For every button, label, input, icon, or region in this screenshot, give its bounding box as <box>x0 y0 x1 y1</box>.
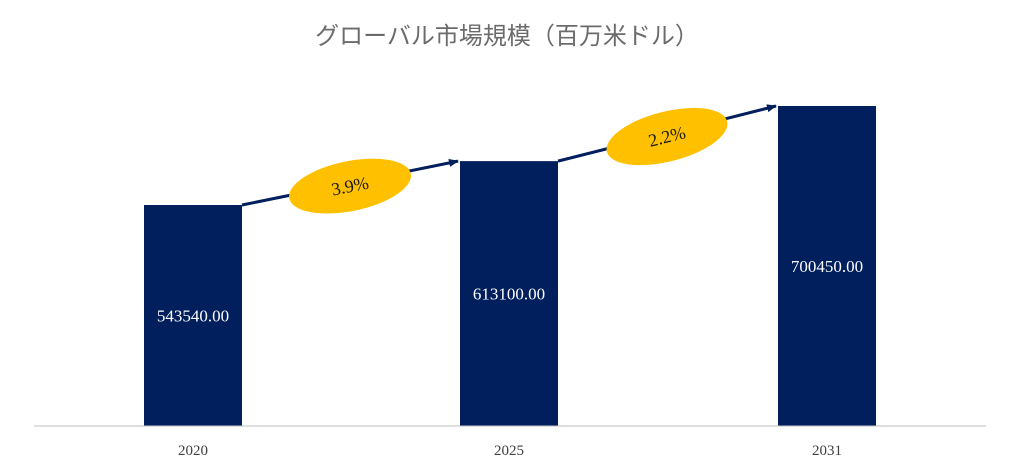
x-tick-labels: 2020 2025 2031 <box>178 443 842 459</box>
chart-title: グローバル市場規模（百万米ドル） <box>315 22 699 50</box>
growth-badge-2020-2025 <box>289 158 411 214</box>
bar-value-label-2025: 613100.00 <box>473 285 545 304</box>
bar-2031 <box>778 106 876 426</box>
growth-badge-2025-2031 <box>606 107 728 166</box>
bar-2025 <box>460 161 558 426</box>
x-tick-label-2031: 2031 <box>812 443 842 459</box>
x-tick-label-2020: 2020 <box>178 443 208 459</box>
x-tick-label-2025: 2025 <box>494 443 524 459</box>
bar-value-label-2031: 700450.00 <box>791 257 863 276</box>
bar-2020 <box>144 205 242 426</box>
bar-value-label-2020: 543540.00 <box>157 307 229 326</box>
growth-arrows-layer: 3.9%2.2% <box>241 104 777 214</box>
bars-layer: 543540.00 613100.00 700450.00 <box>144 106 876 426</box>
